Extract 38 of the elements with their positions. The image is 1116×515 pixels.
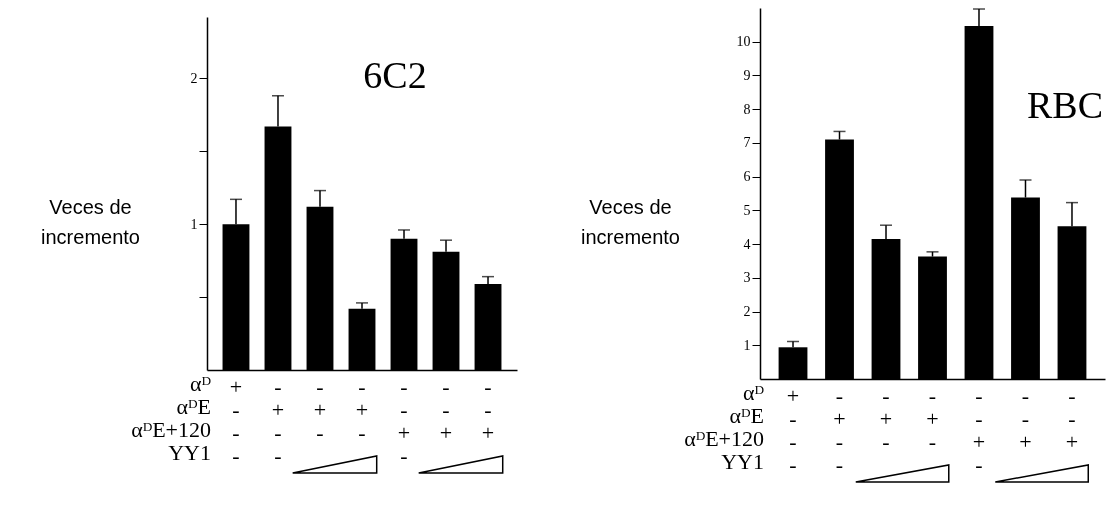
- x-tick-label: - - + -: [972, 382, 986, 477]
- y-tick-label: 6: [743, 169, 751, 185]
- x-tick-label: - + -: [926, 382, 939, 454]
- text: αᴰE+120: [131, 417, 211, 442]
- text: 6C2: [363, 54, 427, 96]
- text: YY1: [721, 449, 764, 474]
- y-tick-label: 8: [743, 101, 751, 117]
- y-tick-label: 7: [743, 135, 751, 151]
- x-tick-label: - - +: [1019, 382, 1032, 454]
- y-tick-label: 4: [743, 236, 751, 252]
- x-tick-label: - + - -: [833, 382, 846, 477]
- text: αᴰE+120: [684, 426, 764, 451]
- y-tick-label: 1: [743, 337, 751, 353]
- y-tick-label: 10: [736, 34, 751, 50]
- y-tick-label: 5: [743, 202, 751, 218]
- x-tick-label: - - + -: [397, 373, 411, 468]
- y-axis-title: Veces de incremento: [41, 195, 140, 248]
- y-tick-label: 1: [190, 216, 198, 232]
- text: YY1: [168, 440, 211, 465]
- x-tick-label: - + - -: [271, 373, 285, 468]
- y-tick-label: 9: [743, 67, 751, 83]
- x-tick-label: - - +: [481, 373, 495, 445]
- text: αᴰ: [743, 380, 765, 405]
- x-tick-label: - - +: [1065, 382, 1079, 454]
- x-tick-label: + - - -: [786, 382, 800, 477]
- x-tick-label: - + -: [879, 382, 893, 454]
- x-tick-label: + - - -: [229, 373, 243, 468]
- y-axis-title: Veces de incremento: [581, 195, 680, 248]
- y-tick-label: 2: [190, 70, 198, 86]
- y-tick-label: 2: [743, 304, 751, 320]
- y-tick-label: 3: [743, 270, 751, 286]
- text: αᴰ: [190, 371, 212, 396]
- text: RBC: [1026, 84, 1104, 126]
- text: αᴰE: [729, 403, 764, 428]
- x-tick-label: - - +: [439, 373, 453, 445]
- x-tick-label: - + -: [355, 373, 369, 445]
- text: αᴰE: [176, 394, 211, 419]
- x-tick-label: - + -: [313, 373, 327, 445]
